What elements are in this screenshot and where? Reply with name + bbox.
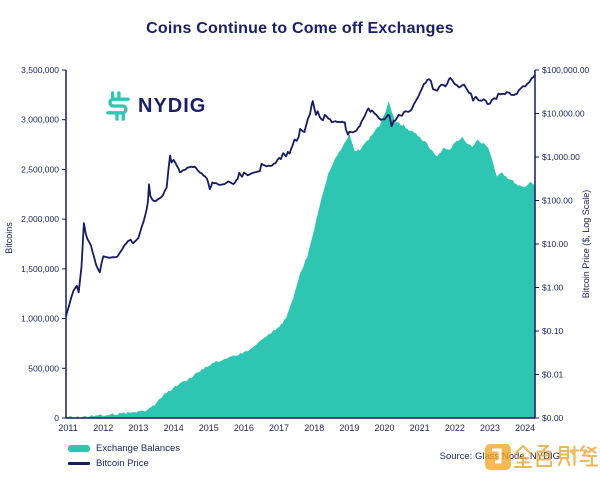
y-left-tick-label: 2,500,000 [21, 164, 59, 174]
x-tick-label: 2023 [480, 423, 500, 433]
legend-item-exchange-balances: Exchange Balances [68, 443, 180, 454]
legend-item-bitcoin-price: Bitcoin Price [68, 458, 180, 469]
y-left-tick-label: 500,000 [28, 363, 59, 373]
exchange-balances-area [66, 101, 535, 419]
x-tick-label: 2015 [199, 423, 219, 433]
x-tick-label: 2013 [128, 423, 148, 433]
y-right-tick-label: $10,000.00 [542, 109, 585, 119]
x-tick-label: 2011 [58, 423, 77, 433]
legend-label: Bitcoin Price [96, 458, 149, 469]
y-left-tick-label: 1,500,000 [21, 264, 59, 274]
bitcoin-price-line [65, 74, 536, 317]
x-tick-label: 2017 [269, 423, 289, 433]
x-tick-label: 2022 [445, 423, 465, 433]
y-left-tick-label: 3,000,000 [21, 115, 59, 125]
y-right-tick-label: $100.00 [542, 196, 573, 206]
x-tick-label: 2020 [375, 423, 395, 433]
watermark-glyphs [513, 444, 598, 469]
y-right-tick-label: $1.00 [542, 283, 564, 293]
x-tick-label: 2018 [304, 423, 324, 433]
exchange-balances-swatch [68, 445, 90, 452]
y-right-tick-label: $0.10 [542, 326, 564, 336]
y-right-tick-label: $10.00 [542, 239, 568, 249]
nydig-logo-text: NYDIG [138, 94, 207, 117]
nydig-logo-icon [106, 91, 130, 121]
right-axis-title: Bitcoin Price ($, Log Scale) [581, 190, 591, 299]
chart-title: Coins Continue to Come off Exchanges [146, 20, 454, 37]
y-right-tick-label: $0.00 [542, 413, 564, 423]
y-right-tick-label: $100,000.00 [542, 65, 590, 75]
x-tick-label: 2019 [339, 423, 359, 433]
y-left-tick-label: 3,500,000 [21, 65, 59, 75]
y-left-tick-label: 2,000,000 [21, 214, 59, 224]
x-tick-label: 2014 [164, 423, 184, 433]
x-tick-label: 2021 [410, 423, 430, 433]
x-tick-label: 2016 [234, 423, 254, 433]
legend: Exchange Balances Bitcoin Price [68, 443, 180, 469]
bitcoin-price-swatch [68, 462, 90, 465]
nydig-logo: NYDIG [100, 89, 206, 123]
jinse-finance-watermark [485, 444, 598, 470]
x-tick-label: 2012 [93, 423, 113, 433]
legend-label: Exchange Balances [96, 443, 180, 454]
y-left-tick-label: 0 [54, 413, 59, 423]
y-right-tick-label: $0.01 [542, 370, 564, 380]
y-left-tick-label: 1,000,000 [21, 314, 59, 324]
left-axis-title: Bitcoins [4, 222, 14, 254]
watermark-logo-icon [485, 444, 511, 470]
x-tick-label: 2024 [515, 423, 535, 433]
y-right-tick-label: $1,000.00 [542, 152, 580, 162]
